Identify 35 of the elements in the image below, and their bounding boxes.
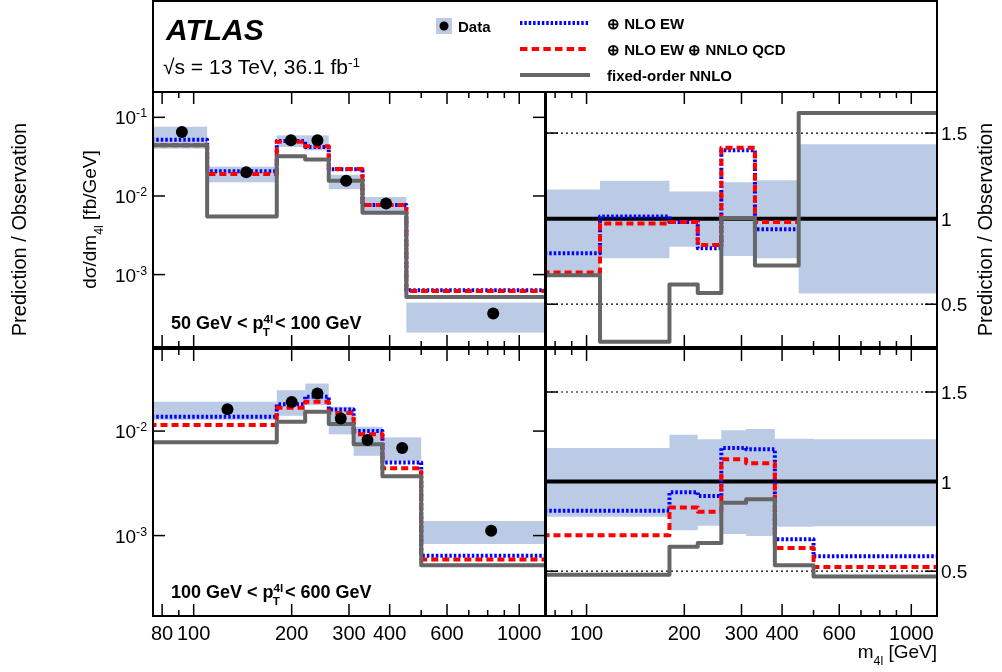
x-tick-label: 200 — [667, 622, 702, 644]
x-axis-title: m$_{4l}$ [GeV] — [857, 641, 937, 668]
y2-tick-label: 1 — [941, 208, 952, 230]
x-tick-label: 1000 — [889, 622, 934, 644]
chart-title: ATLAS — [165, 13, 264, 46]
x-tick-label: 600 — [822, 622, 856, 644]
chart-subtitle: √s = 13 TeV, 36.1 fb$^{-1}$ — [163, 54, 361, 78]
y-tick-label: 10$^{-2}$ — [114, 184, 148, 207]
text: Prediction / Observation — [8, 122, 30, 337]
y2-tick-label: 1.5 — [941, 123, 968, 145]
legend-label: ⊕ NLO EW — [607, 15, 685, 32]
x-tick-label: 1000 — [496, 622, 542, 644]
y2-tick-label: 0.5 — [941, 294, 968, 316]
x-tick-label: 80 — [151, 622, 174, 644]
y2-axis-title: Prediction / Observation — [974, 122, 996, 337]
x-tick-label: 200 — [274, 622, 309, 644]
legend-label: Data — [458, 18, 492, 35]
x-tick-label: 100 — [569, 622, 604, 644]
y2-tick-label: 0.5 — [941, 561, 968, 583]
y-tick-label: 10$^{-2}$ — [114, 420, 148, 443]
legend-label: ⊕ NLO EW ⊕ NNLO QCD — [607, 41, 786, 58]
y-tick-label: 10$^{-3}$ — [114, 524, 148, 547]
y-tick-label: 10$^{-1}$ — [114, 106, 148, 129]
annotation: 50 GeV < p$^{4l}$$_{T}$ < 100 GeV — [171, 311, 362, 338]
annotation: 100 GeV < p$^{4l}$$_{T}$ < 600 GeV — [171, 580, 372, 607]
x-tick-label: 400 — [765, 622, 799, 644]
x-tick-label: 300 — [724, 622, 759, 644]
y-tick-label: 10$^{-3}$ — [114, 263, 148, 286]
y2-tick-label: 1.5 — [941, 382, 968, 404]
x-tick-label: 100 — [176, 622, 211, 644]
x-tick-label: 600 — [430, 622, 464, 644]
legend-label: fixed-order NNLO — [607, 67, 733, 84]
y2-tick-label: 1 — [941, 471, 952, 493]
x-tick-label: 300 — [332, 622, 366, 644]
x-tick-label: 400 — [372, 622, 407, 644]
